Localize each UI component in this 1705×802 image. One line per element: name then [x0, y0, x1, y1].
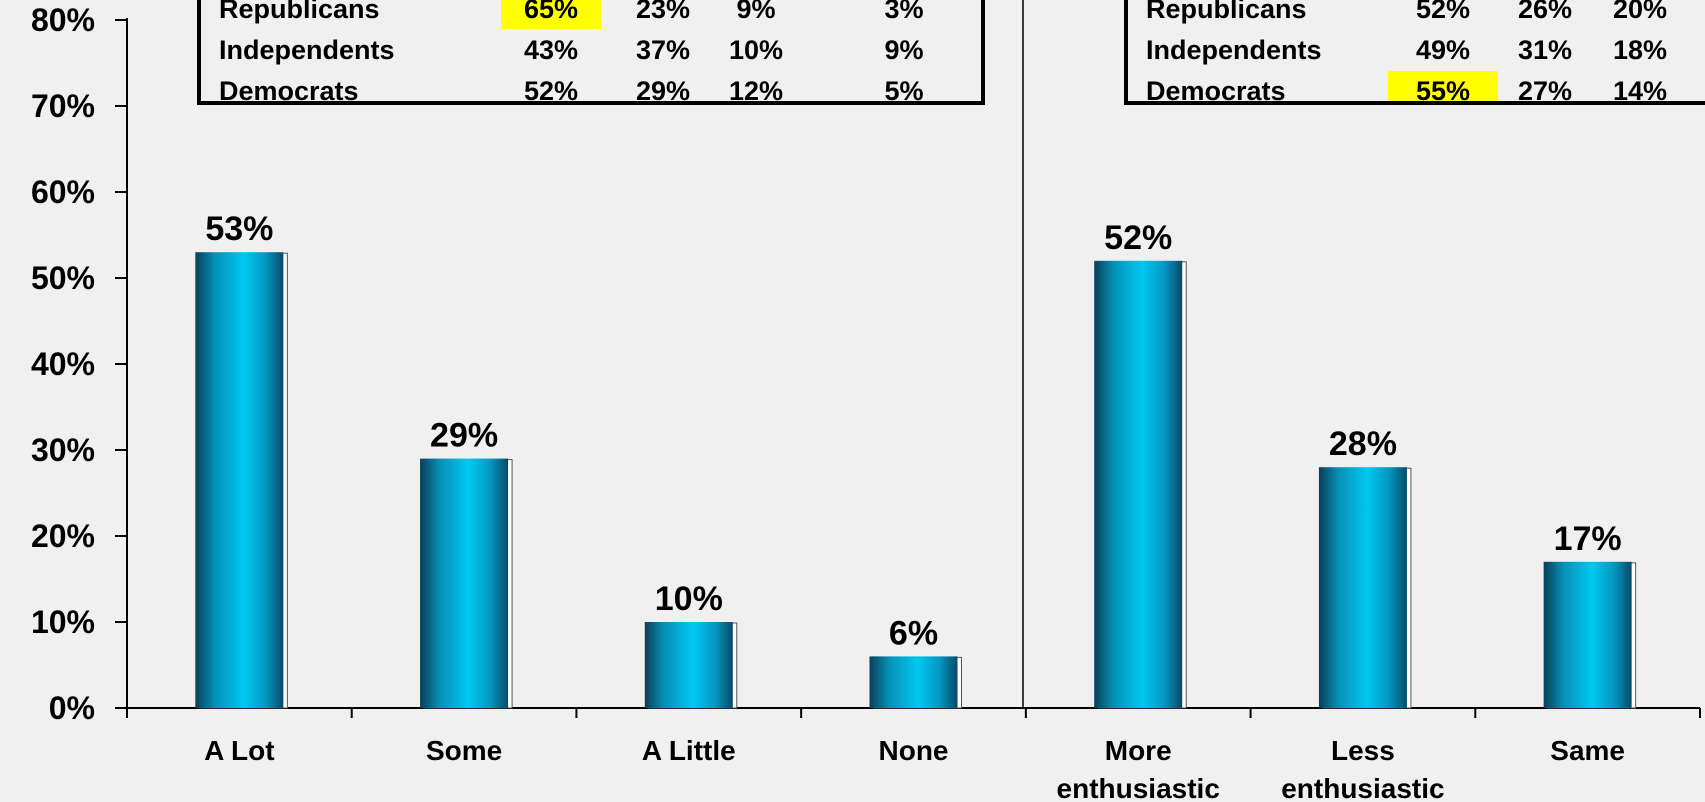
inset-cell: 27%: [1517, 76, 1573, 105]
inset-row: Republicans 52% 26% 20%: [1128, 0, 1705, 29]
inset-row: Independents 49% 31% 18%: [1128, 30, 1705, 70]
inset-cell: 29%: [635, 76, 691, 105]
inset-row-label: Independents: [1146, 35, 1322, 65]
inset-cell: 18%: [1612, 35, 1668, 65]
inset-cell: 52%: [523, 76, 579, 105]
inset-cell: 23%: [635, 0, 691, 24]
data-label: 17%: [1554, 520, 1622, 558]
inset-row-label: Democrats: [1146, 76, 1286, 105]
inset-cell: 37%: [635, 35, 691, 65]
inset-cell: 52%: [1415, 0, 1471, 24]
bar-2-3: [1543, 561, 1632, 708]
y-tick-label: 80%: [31, 2, 95, 38]
inset-row-label: Republicans: [219, 0, 380, 24]
y-tick-label: 40%: [31, 346, 95, 382]
category-label: None: [879, 735, 949, 766]
y-tick-label: 10%: [31, 604, 95, 640]
inset-cell: 9%: [736, 0, 776, 24]
category-label: Same: [1550, 735, 1625, 766]
inset-cell: 12%: [728, 76, 784, 105]
inset-cell: 9%: [884, 35, 924, 65]
category-label: Some: [426, 735, 502, 766]
y-tick-label: 0%: [49, 690, 95, 726]
inset-cell: 49%: [1415, 35, 1471, 65]
data-label: 10%: [655, 580, 723, 618]
inset-row-label: Democrats: [219, 76, 359, 105]
category-label: A Little: [642, 735, 736, 766]
inset-cell-highlighted: 55%: [1388, 71, 1498, 101]
bar-1-2: [420, 458, 509, 708]
inset-row: Independents 43% 37% 10% 9%: [201, 30, 981, 70]
bar-1-4: [869, 656, 958, 708]
inset-table-right: Republicans 52% 26% 20% Independents 49% 31% 18…: [1124, 0, 1705, 105]
y-tick-label: 70%: [31, 88, 95, 124]
bar-2-1: [1094, 260, 1183, 708]
category-label: A Lot: [204, 735, 275, 766]
inset-cell: 26%: [1517, 0, 1573, 24]
bar-1-1: [195, 252, 284, 708]
inset-cell: 14%: [1612, 76, 1668, 105]
category-label: Less enthusiastic: [1281, 735, 1444, 802]
inset-row-label: Republicans: [1146, 0, 1307, 24]
y-tick-label: 30%: [31, 432, 95, 468]
y-tick-label: 50%: [31, 260, 95, 296]
inset-cell: 20%: [1612, 0, 1668, 24]
data-label: 28%: [1329, 425, 1397, 463]
bar-1-3: [644, 622, 733, 708]
inset-cell-highlighted: 65%: [501, 0, 601, 29]
inset-cell: 10%: [728, 35, 784, 65]
data-label: 29%: [430, 417, 498, 455]
inset-cell: 43%: [523, 35, 579, 65]
inset-row: Democrats 52% 29% 12% 5%: [201, 71, 981, 105]
inset-cell: 3%: [884, 0, 924, 24]
inset-row: Republicans 65% 23% 9% 3%: [201, 0, 981, 29]
inset-row-label: Independents: [219, 35, 395, 65]
data-label: 53%: [205, 210, 273, 248]
data-label: 6%: [889, 614, 938, 652]
inset-table-left: Republicans 65% 23% 9% 3% Independents 43% 37% 1…: [197, 0, 985, 105]
y-tick-label: 20%: [31, 518, 95, 554]
inset-row: Democrats 55% 27% 14%: [1128, 71, 1705, 105]
data-label: 52%: [1104, 219, 1172, 257]
inset-cell: 5%: [884, 76, 924, 105]
inset-cell: 31%: [1517, 35, 1573, 65]
y-tick-label: 60%: [31, 174, 95, 210]
bar-2-2: [1318, 467, 1407, 708]
category-label: More enthusiastic: [1057, 735, 1220, 802]
